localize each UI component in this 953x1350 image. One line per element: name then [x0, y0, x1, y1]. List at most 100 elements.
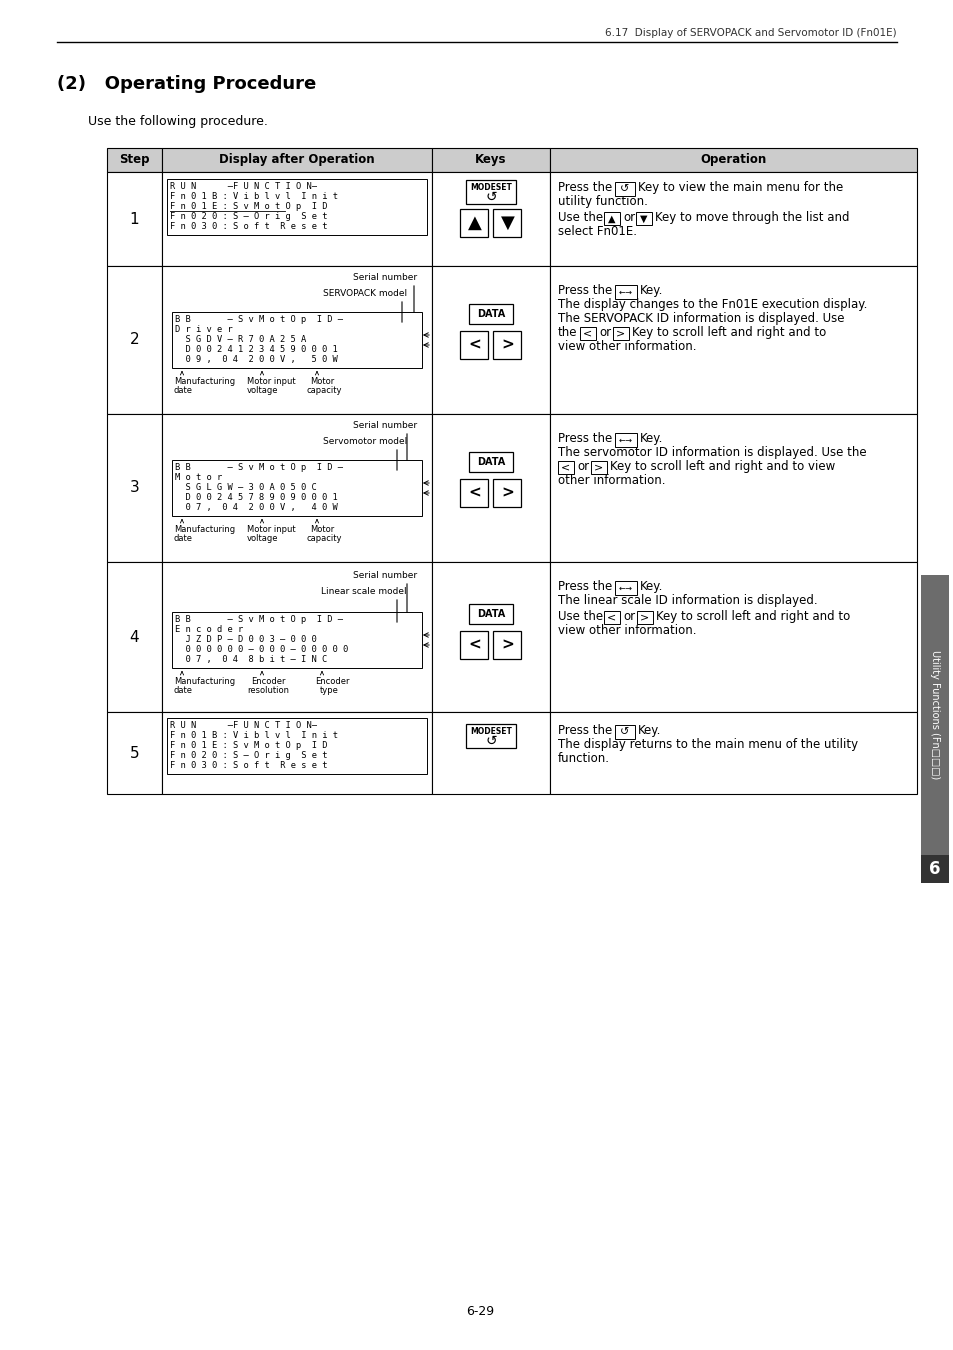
Bar [550, 266, 916, 414]
Text: Press the: Press the [558, 284, 612, 297]
Text: >: > [500, 486, 514, 501]
Bar [550, 711, 916, 794]
Text: 6: 6 [928, 860, 940, 878]
Text: >: > [616, 328, 625, 339]
Text: Manufacturing: Manufacturing [173, 377, 234, 386]
Bar [432, 562, 550, 711]
Bar [162, 266, 432, 414]
Text: utility function.: utility function. [558, 194, 647, 208]
Text: or: or [577, 460, 589, 472]
Text: 0 9 ,  0 4  2 0 0 V ,   5 0 W: 0 9 , 0 4 2 0 0 V , 5 0 W [174, 355, 337, 364]
Bar [162, 148, 432, 171]
Text: DATA: DATA [476, 458, 504, 467]
Bar [167, 180, 427, 235]
Bar [172, 312, 421, 369]
Text: E n c o d e r: E n c o d e r [174, 625, 243, 634]
Bar [465, 724, 516, 748]
Text: SERVOPACK model: SERVOPACK model [322, 289, 407, 298]
Text: <: < [468, 486, 480, 501]
Bar [493, 331, 521, 359]
Text: Key to move through the list and: Key to move through the list and [655, 211, 848, 224]
Bar [432, 414, 550, 562]
Text: F n 0 3 0 : S o f t  R e s e t: F n 0 3 0 : S o f t R e s e t [170, 221, 327, 231]
Text: MODESET: MODESET [470, 728, 512, 736]
Text: S G D V – R 7 0 A 2 5 A: S G D V – R 7 0 A 2 5 A [174, 335, 306, 344]
Text: F n 0 1 B : V i b l v l  I n i t: F n 0 1 B : V i b l v l I n i t [170, 730, 337, 740]
Text: R U N      –F U N C T I O N–: R U N –F U N C T I O N– [170, 182, 316, 190]
Text: F n 0 3 0 : S o f t  R e s e t: F n 0 3 0 : S o f t R e s e t [170, 761, 327, 770]
Text: The display returns to the main menu of the utility: The display returns to the main menu of … [558, 738, 858, 751]
Bar [550, 171, 916, 266]
Text: ←→: ←→ [618, 436, 633, 444]
Text: Press the: Press the [558, 181, 612, 194]
Text: Keys: Keys [475, 154, 506, 166]
Text: >: > [639, 613, 649, 622]
Bar [107, 148, 162, 171]
Text: 2: 2 [130, 332, 139, 347]
Bar [615, 433, 637, 447]
Bar [172, 612, 421, 668]
Text: Key.: Key. [638, 724, 660, 737]
Text: <: < [468, 637, 480, 652]
Text: date: date [173, 386, 193, 396]
Text: (2)   Operating Procedure: (2) Operating Procedure [57, 76, 315, 93]
Text: Serial number: Serial number [353, 273, 416, 282]
Text: ↺: ↺ [485, 734, 497, 748]
Text: Key to view the main menu for the: Key to view the main menu for the [638, 181, 842, 194]
Text: Encoder: Encoder [314, 676, 349, 686]
Bar [432, 711, 550, 794]
Bar [615, 725, 635, 738]
Text: B B       – S v M o t O p  I D –: B B – S v M o t O p I D – [174, 463, 343, 472]
Text: or: or [598, 325, 611, 339]
Text: MODESET: MODESET [470, 184, 512, 192]
Text: type: type [319, 686, 338, 695]
Text: 5: 5 [130, 745, 139, 760]
Bar [613, 327, 628, 340]
Bar [615, 580, 637, 595]
Text: S G L G W – 3 0 A 0 5 0 C: S G L G W – 3 0 A 0 5 0 C [174, 483, 316, 491]
Bar [432, 148, 550, 171]
Bar [167, 718, 427, 774]
Text: ▼: ▼ [500, 215, 514, 232]
Bar [550, 148, 916, 171]
Bar [432, 266, 550, 414]
Text: <: < [583, 328, 592, 339]
Text: Motor: Motor [310, 525, 334, 535]
Bar [469, 304, 513, 324]
Bar [432, 171, 550, 266]
Text: other information.: other information. [558, 474, 665, 487]
Text: Operation: Operation [700, 154, 766, 166]
Text: The display changes to the Fn01E execution display.: The display changes to the Fn01E executi… [558, 298, 866, 311]
Text: 3: 3 [130, 481, 139, 495]
Bar [162, 711, 432, 794]
Text: F n 0 2 0 : S – O r i g  S e t: F n 0 2 0 : S – O r i g S e t [170, 212, 327, 221]
Bar [460, 209, 488, 238]
Bar [558, 460, 574, 474]
Text: Key.: Key. [639, 580, 662, 593]
Text: >: > [594, 463, 603, 472]
Bar [550, 414, 916, 562]
Text: Servomotor model: Servomotor model [322, 437, 407, 446]
Text: ▲: ▲ [608, 213, 615, 224]
Text: B B       – S v M o t O p  I D –: B B – S v M o t O p I D – [174, 616, 343, 624]
Text: ←→: ←→ [618, 583, 633, 593]
Text: 6-29: 6-29 [465, 1305, 494, 1318]
Text: view other information.: view other information. [558, 340, 696, 352]
Bar [493, 209, 521, 238]
Text: J Z D P – D 0 0 3 – 0 0 0: J Z D P – D 0 0 3 – 0 0 0 [174, 634, 316, 644]
Text: The servomotor ID information is displayed. Use the: The servomotor ID information is display… [558, 446, 865, 459]
Text: 1: 1 [130, 212, 139, 227]
Bar [590, 460, 606, 474]
Text: voltage: voltage [247, 535, 278, 543]
Bar [493, 630, 521, 659]
Bar [162, 414, 432, 562]
Text: ↺: ↺ [485, 190, 497, 204]
Bar [469, 452, 513, 472]
Text: view other information.: view other information. [558, 624, 696, 637]
Text: voltage: voltage [247, 386, 278, 396]
Text: ←→: ←→ [618, 288, 633, 297]
Text: Manufacturing: Manufacturing [173, 676, 234, 686]
Text: Key to scroll left and right and to: Key to scroll left and right and to [656, 610, 849, 622]
Text: ↺: ↺ [619, 728, 629, 737]
Text: Use the: Use the [558, 610, 602, 622]
